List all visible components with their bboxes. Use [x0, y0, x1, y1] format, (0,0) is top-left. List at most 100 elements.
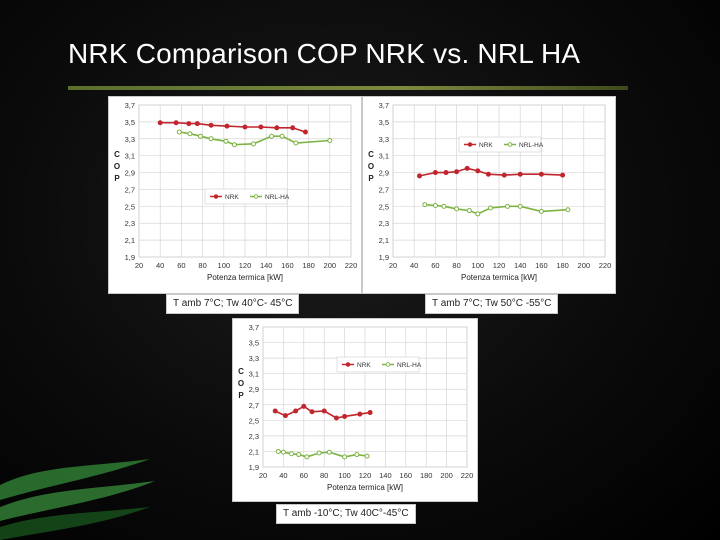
y-tick-label: 2,3 — [249, 432, 259, 441]
data-point-nrl-ha — [275, 448, 281, 454]
y-tick-label: 1,9 — [379, 253, 389, 262]
y-axis-label-letter: P — [368, 174, 374, 183]
data-point-nrk — [475, 168, 481, 174]
data-point-nrl-ha — [475, 211, 481, 217]
y-tick-label: 1,9 — [249, 463, 259, 472]
y-tick-label: 2,1 — [249, 447, 259, 456]
legend-label-nrk: NRK — [225, 194, 239, 201]
data-point-nrl-ha — [304, 454, 310, 460]
x-tick-label: 160 — [400, 471, 413, 480]
logo-swoosh — [0, 459, 155, 540]
x-tick-label: 140 — [379, 471, 392, 480]
x-axis-label: Potenza termica [kW] — [207, 273, 283, 282]
y-axis-label-letter: C — [114, 150, 120, 159]
data-point-nrl-ha — [517, 203, 523, 209]
chart-caption-3: T amb -10°C; Tw 40C°-45°C — [276, 504, 416, 524]
data-point-nrl-ha — [441, 203, 447, 209]
legend-marker-nrk — [213, 194, 219, 199]
x-tick-label: 80 — [320, 471, 328, 480]
y-tick-label: 2,5 — [379, 202, 389, 211]
cop-chart-2: 1,9 2,1 2,3 2,5 2,7 2,9 3,1 3,3 3,5 3,7 20 40 60 80 10… — [368, 101, 611, 282]
y-axis-label-letter: C — [368, 150, 374, 159]
x-tick-label: 60 — [431, 261, 439, 270]
y-tick-label: 2,3 — [125, 219, 135, 228]
data-point-nrl-ha — [327, 137, 333, 143]
x-axis-label: Potenza termica [kW] — [327, 483, 403, 492]
data-point-nrl-ha — [223, 138, 229, 144]
data-point-nrl-ha — [432, 202, 438, 208]
data-point-nrl-ha — [296, 452, 302, 458]
data-point-nrk — [242, 124, 248, 130]
legend-box — [204, 188, 288, 205]
x-tick-label: 220 — [345, 261, 358, 270]
legend-marker-nrk — [467, 142, 473, 147]
y-tick-label: 3,3 — [249, 354, 259, 363]
title-rule — [68, 86, 628, 90]
y-tick-label: 3,1 — [125, 152, 135, 161]
x-tick-label: 20 — [135, 261, 143, 270]
y-tick-label: 2,9 — [125, 169, 135, 178]
data-point-nrl-ha — [488, 205, 494, 211]
y-tick-label: 3,1 — [379, 152, 389, 161]
data-point-nrk — [538, 171, 544, 177]
data-point-nrl-ha — [342, 454, 348, 460]
legend-marker-nrk — [345, 362, 351, 367]
data-point-nrk — [301, 403, 307, 409]
data-point-nrl-ha — [354, 452, 360, 458]
legend-box — [458, 136, 542, 153]
data-point-nrl-ha — [269, 133, 274, 139]
y-tick-label: 2,3 — [379, 219, 389, 228]
legend-marker-nrl-ha — [253, 194, 259, 199]
x-tick-label: 180 — [420, 471, 433, 480]
data-point-nrl-ha — [289, 451, 295, 457]
x-tick-label: 180 — [302, 261, 315, 270]
y-tick-label: 2,1 — [125, 236, 135, 245]
data-point-nrl-ha — [176, 129, 182, 135]
y-tick-label: 2,7 — [249, 401, 259, 410]
data-point-nrk — [208, 122, 214, 128]
x-tick-label: 220 — [461, 471, 474, 480]
y-tick-label: 3,7 — [379, 101, 389, 110]
data-point-nrk — [321, 408, 327, 414]
data-point-nrk — [367, 410, 373, 416]
y-tick-label: 1,9 — [125, 253, 135, 262]
data-point-nrk — [501, 172, 507, 178]
series-line-nrk — [274, 405, 371, 419]
legend-label-nrk: NRK — [357, 362, 371, 369]
chart-caption-2: T amb 7°C; Tw 50°C -55°C — [425, 294, 559, 314]
x-tick-label: 40 — [410, 261, 418, 270]
chart-panel-2: 1,9 2,1 2,3 2,5 2,7 2,9 3,1 3,3 3,5 3,7 20 40 60 80 10… — [362, 96, 616, 294]
data-point-nrl-ha — [326, 449, 332, 455]
data-point-nrl-ha — [565, 207, 571, 213]
legend-box — [336, 356, 420, 373]
data-point-nrk — [302, 129, 308, 135]
data-point-nrk — [258, 124, 264, 130]
legend-label-nrl-ha: NRL-HA — [265, 194, 290, 201]
data-point-nrl-ha — [208, 136, 214, 142]
x-tick-label: 100 — [472, 261, 485, 270]
data-point-nrl-ha — [538, 208, 544, 214]
data-point-nrl-ha — [293, 140, 299, 146]
slide-title: NRK Comparison COP NRK vs. NRL HA — [68, 38, 581, 69]
y-axis-label-letter: O — [114, 162, 120, 171]
y-tick-label: 2,5 — [249, 416, 259, 425]
cop-chart-1: 1,9 2,1 2,3 2,5 2,7 2,9 3,1 3,3 3,5 3,7 20 40 60 80 10… — [114, 101, 358, 282]
data-point-nrk — [357, 411, 363, 417]
data-point-nrl-ha — [316, 450, 322, 456]
x-tick-label: 200 — [324, 261, 337, 270]
y-tick-label: 3,5 — [249, 339, 259, 348]
y-tick-label: 3,3 — [379, 135, 389, 144]
data-point-nrl-ha — [454, 206, 460, 212]
series-line-nrl-ha — [278, 450, 368, 458]
x-tick-label: 60 — [177, 261, 185, 270]
data-point-nrl-ha — [279, 133, 285, 139]
legend-marker-nrl-ha — [385, 362, 391, 367]
y-tick-label: 3,7 — [249, 323, 259, 332]
data-point-nrk — [443, 170, 449, 176]
x-tick-label: 100 — [218, 261, 231, 270]
data-point-nrl-ha — [187, 131, 193, 137]
y-tick-label: 3,5 — [379, 118, 389, 127]
x-tick-label: 180 — [556, 261, 569, 270]
y-tick-label: 2,1 — [379, 236, 389, 245]
x-tick-label: 40 — [156, 261, 164, 270]
